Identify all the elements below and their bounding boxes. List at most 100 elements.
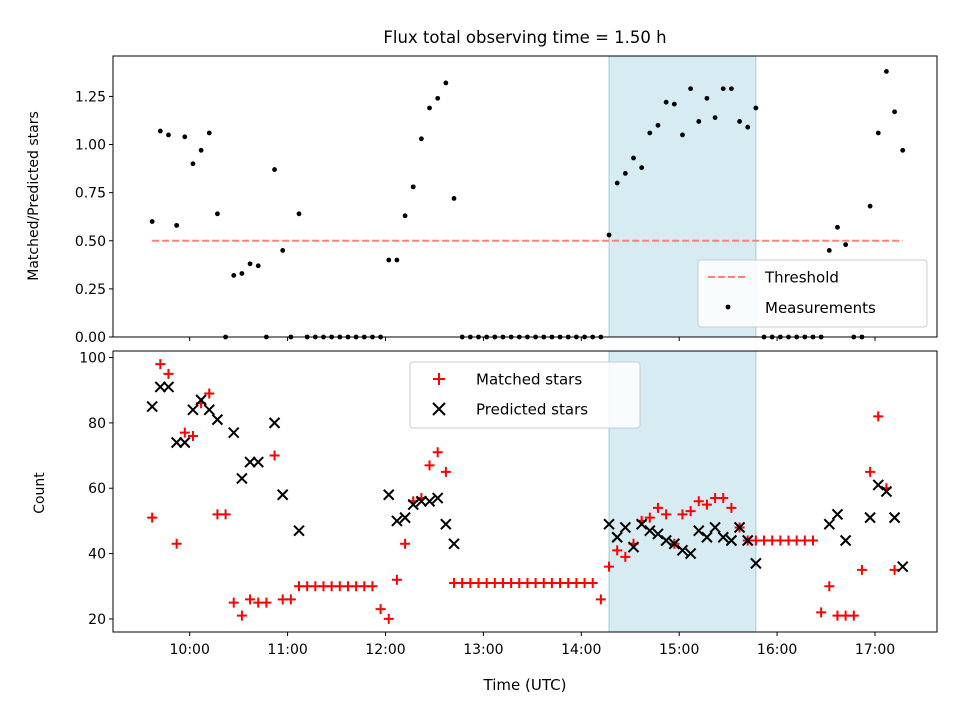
legend-label-matched: Matched stars: [476, 371, 582, 389]
matched-stars-point: [204, 388, 215, 399]
y-tick-label: 0.75: [75, 186, 106, 202]
predicted-stars-point: [293, 525, 305, 537]
measurement-point: [206, 130, 212, 136]
y-tick-label: 60: [88, 481, 106, 497]
measurement-point: [198, 147, 204, 153]
flux-ratio-panel: Flux total observing time = 1.50 h Match…: [26, 28, 938, 346]
predicted-stars-point: [179, 436, 191, 449]
measurement-point: [435, 95, 441, 101]
measurement-point: [239, 271, 245, 276]
predicted-stars-point: [644, 525, 656, 537]
predicted-stars-point: [162, 381, 175, 393]
series-matched-stars: [147, 359, 900, 624]
measurement-point: [712, 115, 718, 120]
predicted-stars-point: [750, 557, 762, 570]
matched-stars-point: [856, 564, 867, 575]
measurement-point: [639, 165, 645, 171]
measurement-point: [157, 128, 163, 134]
measurement-point: [418, 136, 424, 142]
predicted-stars-point: [391, 515, 403, 527]
matched-stars-point: [848, 610, 859, 621]
predicted-stars-point: [431, 492, 444, 504]
matched-stars-point: [685, 506, 696, 517]
measurement-point: [174, 222, 180, 228]
predicted-stars-point: [693, 525, 705, 537]
measurement-point: [622, 171, 628, 176]
bottom-axes-frame: [112, 350, 938, 633]
measurement-point: [843, 242, 849, 248]
y-tick-label: 1.00: [75, 138, 106, 154]
measurement-point: [696, 119, 702, 124]
top-axes-frame: [112, 55, 938, 338]
measurement-point: [737, 119, 742, 124]
matched-stars-point: [220, 509, 231, 520]
predicted-stars-point: [725, 534, 738, 547]
legend-box: [409, 361, 641, 429]
matched-stars-point: [383, 613, 394, 624]
predicted-stars-point: [619, 521, 632, 534]
measurement-point: [410, 184, 416, 190]
predicted-stars-point: [203, 404, 215, 416]
matched-stars-point: [824, 581, 835, 592]
predicted-stars-point: [684, 547, 697, 560]
legend-predicted-swatch: [432, 402, 446, 416]
predicted-stars-point: [146, 400, 158, 413]
predicted-stars-point: [627, 541, 640, 553]
matched-stars-point: [391, 574, 402, 585]
measurement-point: [900, 147, 906, 153]
x-tick-label: 17:00: [855, 642, 895, 658]
matched-stars-point: [701, 499, 712, 510]
y-axis-label-count: Count: [32, 472, 48, 514]
y-tick-label: 0.50: [75, 234, 106, 250]
measurement-point: [149, 219, 155, 224]
predicted-stars-point: [717, 531, 729, 543]
matched-stars-point: [261, 597, 272, 608]
measurement-point: [663, 99, 669, 105]
y-tick-label: 1.25: [75, 89, 106, 105]
y-tick-label: 0.00: [75, 330, 106, 346]
predicted-stars-point: [709, 521, 721, 534]
legend-matched-swatch: [433, 373, 445, 385]
predicted-stars-point: [228, 426, 240, 439]
predicted-stars-point: [652, 528, 664, 540]
chart-title: Flux total observing time = 1.50 h: [383, 28, 666, 47]
series-predicted-stars: [146, 381, 909, 573]
y-tick-label: 100: [79, 351, 106, 367]
matched-stars-point: [816, 607, 827, 618]
x-tick-label: 10:00: [170, 642, 210, 658]
predicted-stars-point: [823, 518, 836, 530]
measurement-point: [745, 124, 751, 130]
predicted-stars-point: [668, 538, 681, 550]
predicted-stars-point: [872, 479, 884, 491]
matched-stars-point: [620, 551, 631, 562]
matched-stars-point: [612, 545, 623, 556]
matched-stars-point: [236, 610, 247, 621]
measurement-point: [655, 122, 661, 128]
legend-top: Threshold Measurements: [697, 259, 928, 328]
measurement-point: [272, 167, 277, 172]
measurement-point: [688, 86, 694, 92]
matched-stars-point: [807, 535, 818, 546]
matched-stars-point: [873, 411, 884, 422]
predicted-stars-point: [407, 498, 419, 511]
y-tick-label: 20: [88, 612, 106, 628]
predicted-stars-point: [236, 472, 248, 485]
measurement-point: [680, 132, 685, 138]
measurement-point: [255, 263, 261, 269]
measurement-point: [867, 203, 873, 209]
x-tick-label: 11:00: [267, 642, 307, 658]
legend-bottom: Matched stars Predicted stars: [409, 361, 641, 429]
y-tick-label: 40: [88, 547, 106, 563]
measurement-point: [835, 224, 840, 230]
x-axis-label-time: Time (UTC): [483, 676, 567, 694]
matched-stars-point: [375, 604, 386, 615]
predicted-stars-point: [831, 508, 844, 521]
measurement-point: [451, 196, 457, 201]
measurement-point: [826, 247, 832, 253]
predicted-stars-point: [187, 404, 199, 416]
matched-stars-point: [652, 502, 663, 513]
x-tick-label: 15:00: [659, 642, 699, 658]
matched-stars-point: [432, 447, 443, 458]
matched-stars-point: [726, 502, 737, 513]
